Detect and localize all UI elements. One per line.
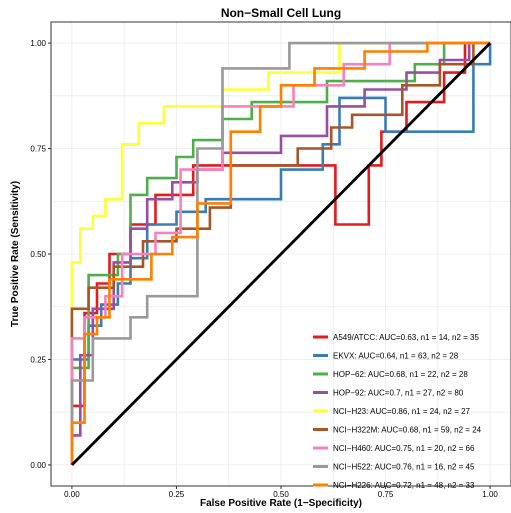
reference-diagonal-line <box>70 42 492 466</box>
legend-label-8: NCI−H522: AUC=0.76, n1 = 16, n2 = 45 <box>333 463 475 472</box>
x-tick-label: 0.25 <box>169 490 185 499</box>
y-tick-label: 0.25 <box>30 355 46 364</box>
axis-ticks: 0.00 0.25 0.50 0.75 1.00 0.00 0.25 0.50 0.75 1.00 <box>30 39 498 499</box>
legend-label-1: A549/ATCC: AUC=0.63, n1 = 14, n2 = 35 <box>333 333 479 342</box>
legend-label-9: NCI−H226: AUC=0.72, n1 = 48, n2 = 33 <box>333 481 475 490</box>
series-lines <box>70 41 492 465</box>
legend-label-7: NCI−H460: AUC=0.75, n1 = 20, n2 = 66 <box>333 444 475 453</box>
series-line-3 <box>70 41 491 465</box>
y-tick-label: 0.75 <box>30 145 46 154</box>
chart-title: Non−Small Cell Lung <box>221 6 341 20</box>
legend: A549/ATCC: AUC=0.63, n1 = 14, n2 = 35 EKV… <box>313 333 482 490</box>
legend-label-4: HOP−92: AUC=0.7, n1 = 27, n2 = 80 <box>333 389 464 398</box>
legend-label-3: HOP−62: AUC=0.68, n1 = 22, n2 = 28 <box>333 370 468 379</box>
x-tick-label: 0.00 <box>64 490 80 499</box>
series-line-9 <box>70 41 491 465</box>
y-tick-label: 0.50 <box>30 250 46 259</box>
y-axis-label: True Positive Rate (Sensitivity) <box>10 181 21 327</box>
x-tick-label: 1.00 <box>482 490 498 499</box>
legend-label-2: EKVX: AUC=0.64, n1 = 63, n2 = 28 <box>333 352 459 361</box>
y-tick-label: 0.00 <box>30 461 46 470</box>
x-tick-label: 0.75 <box>378 490 394 499</box>
legend-label-6: NCI−H322M: AUC=0.68, n1 = 59, n2 = 24 <box>333 426 482 435</box>
legend-label-5: NCI−H23: AUC=0.86, n1 = 24, n2 = 27 <box>333 407 471 416</box>
y-tick-label: 1.00 <box>30 39 46 48</box>
x-tick-label: 0.50 <box>273 490 289 499</box>
x-axis-label: False Positive Rate (1−Specificity) <box>200 498 362 509</box>
series-line-5 <box>70 41 491 465</box>
